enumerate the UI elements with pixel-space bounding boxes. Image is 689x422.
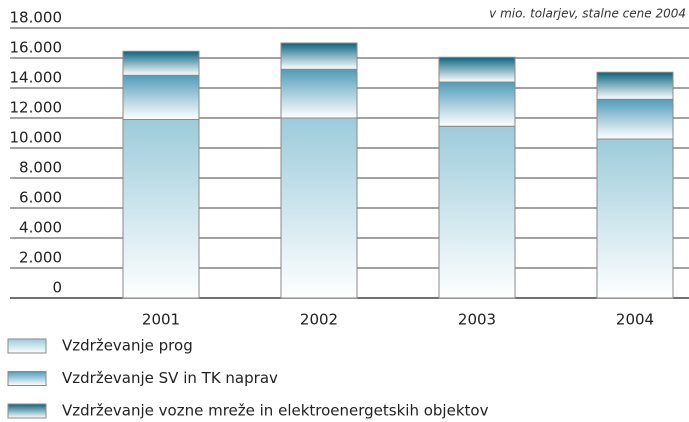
bar-segment (596, 71, 674, 100)
chart-subtitle: v mio. tolarjev, stalne cene 2004 (489, 7, 686, 21)
bar-segment (596, 98, 674, 140)
legend-label: Vzdrževanje prog (62, 337, 193, 355)
y-tick-label: 6.000 (19, 189, 62, 207)
x-tick-label: 2002 (300, 311, 338, 329)
legend-swatch (7, 403, 47, 419)
bar-segment (438, 56, 516, 83)
y-tick-label: 14.000 (10, 69, 63, 87)
bar-segment (438, 125, 516, 299)
bar-segment (122, 119, 200, 299)
y-tick-label: 0 (52, 279, 62, 297)
legend-swatch (7, 338, 47, 354)
bar-segment (122, 74, 200, 120)
legend-label: Vzdrževanje vozne mreže in elektroenerge… (62, 402, 489, 420)
bar-segment (280, 117, 358, 299)
bar-segment (596, 138, 674, 299)
x-tick-label: 2001 (142, 311, 180, 329)
x-tick-label: 2004 (616, 311, 654, 329)
bar-segment (438, 81, 516, 127)
legend-swatch (7, 371, 47, 386)
x-tick-label: 2003 (458, 311, 496, 329)
y-tick-label: 2.000 (19, 249, 62, 267)
y-tick-label: 4.000 (19, 219, 62, 237)
bar-segment (122, 50, 200, 76)
y-tick-label: 16.000 (10, 39, 63, 57)
y-tick-label: 8.000 (19, 159, 62, 177)
bar-segment (280, 42, 358, 70)
legend-label: Vzdrževanje SV in TK naprav (62, 369, 278, 387)
y-tick-label: 12.000 (10, 99, 63, 117)
bar-segment (280, 68, 358, 119)
y-tick-label: 10.000 (10, 129, 63, 147)
y-tick-label: 18.000 (10, 9, 63, 27)
